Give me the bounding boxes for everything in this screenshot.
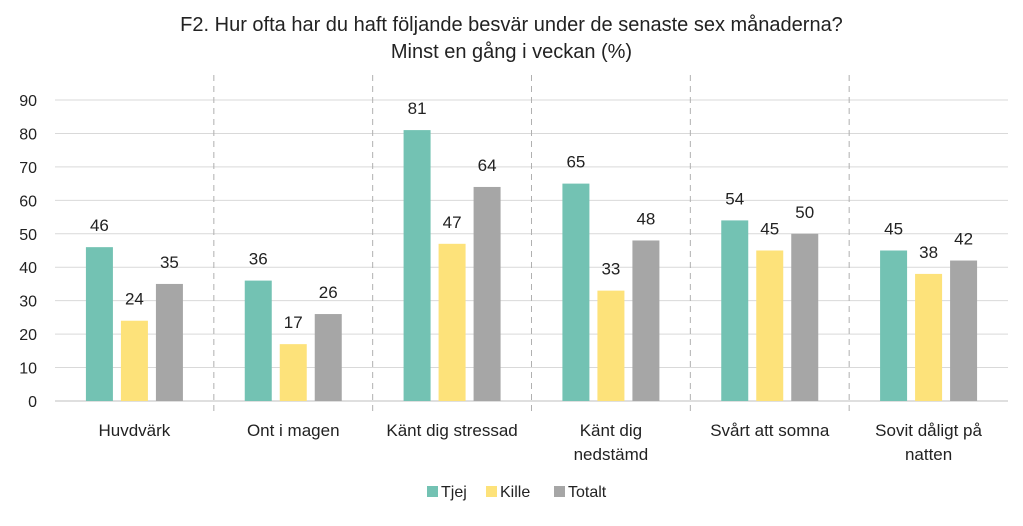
bar-totalt [155, 283, 183, 401]
data-label: 24 [125, 290, 144, 309]
x-tick-label: nedstämd [574, 445, 649, 464]
y-tick-label: 60 [19, 193, 37, 210]
y-tick-label: 10 [19, 361, 37, 378]
bar-totalt [473, 186, 501, 401]
chart-subtitle: Minst en gång i veckan (%) [390, 41, 633, 63]
bar-tjej [244, 280, 272, 401]
legend-swatch-tjej [427, 486, 438, 497]
bar-kille [756, 250, 784, 401]
x-tick-label: natten [905, 445, 952, 464]
y-tick-label: 20 [19, 327, 37, 344]
bar-tjej [85, 247, 113, 401]
data-label: 45 [760, 220, 779, 239]
legend-label: Kille [500, 484, 530, 501]
x-tick-label: Huvdvärk [99, 421, 171, 440]
data-label: 48 [636, 209, 655, 228]
bar-totalt [791, 233, 819, 401]
data-label: 45 [884, 220, 903, 239]
legend-swatch-totalt [554, 486, 565, 497]
data-label: 36 [249, 250, 268, 269]
data-label: 64 [478, 156, 497, 175]
bar-kille [120, 320, 148, 401]
data-label: 38 [919, 243, 938, 262]
bar-kille [438, 243, 466, 401]
bar-totalt [950, 260, 978, 401]
bar-tjej [403, 130, 431, 401]
data-label: 17 [284, 313, 303, 332]
y-tick-label: 50 [19, 227, 37, 244]
bar-tjej [562, 183, 590, 401]
bar-kille [279, 344, 307, 401]
x-tick-label: Känt dig [580, 421, 642, 440]
bar-kille [597, 290, 625, 401]
y-tick-label: 80 [19, 126, 37, 143]
y-tick-label: 40 [19, 260, 37, 277]
chart-title: F2. Hur ofta har du haft följande besvär… [180, 14, 843, 36]
x-tick-label: Svårt att somna [710, 421, 830, 440]
bar-tjej [721, 220, 749, 401]
data-label: 47 [443, 213, 462, 232]
data-label: 54 [725, 189, 744, 208]
x-tick-label: Känt dig stressad [386, 421, 517, 440]
data-label: 81 [408, 99, 427, 118]
x-tick-label: Sovit dåligt på [875, 421, 982, 440]
data-label: 65 [566, 153, 585, 172]
bar-totalt [632, 240, 660, 401]
legend-label: Tjej [441, 484, 467, 501]
bar-kille [915, 273, 943, 401]
y-tick-label: 0 [28, 394, 37, 411]
data-label: 35 [160, 253, 179, 272]
bar-tjej [880, 250, 908, 401]
data-label: 42 [954, 230, 973, 249]
data-label: 50 [795, 203, 814, 222]
data-label: 26 [319, 283, 338, 302]
legend-label: Totalt [568, 484, 607, 501]
y-tick-label: 70 [19, 160, 37, 177]
data-label: 46 [90, 216, 109, 235]
y-tick-label: 30 [19, 294, 37, 311]
bar-totalt [314, 314, 342, 401]
legend-swatch-kille [486, 486, 497, 497]
x-tick-label: Ont i magen [247, 421, 340, 440]
data-label: 33 [601, 260, 620, 279]
y-tick-label: 90 [19, 93, 37, 110]
